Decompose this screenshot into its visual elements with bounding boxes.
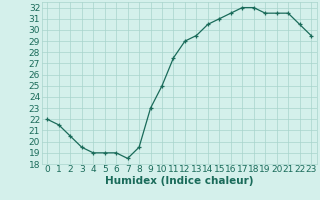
X-axis label: Humidex (Indice chaleur): Humidex (Indice chaleur) (105, 176, 253, 186)
